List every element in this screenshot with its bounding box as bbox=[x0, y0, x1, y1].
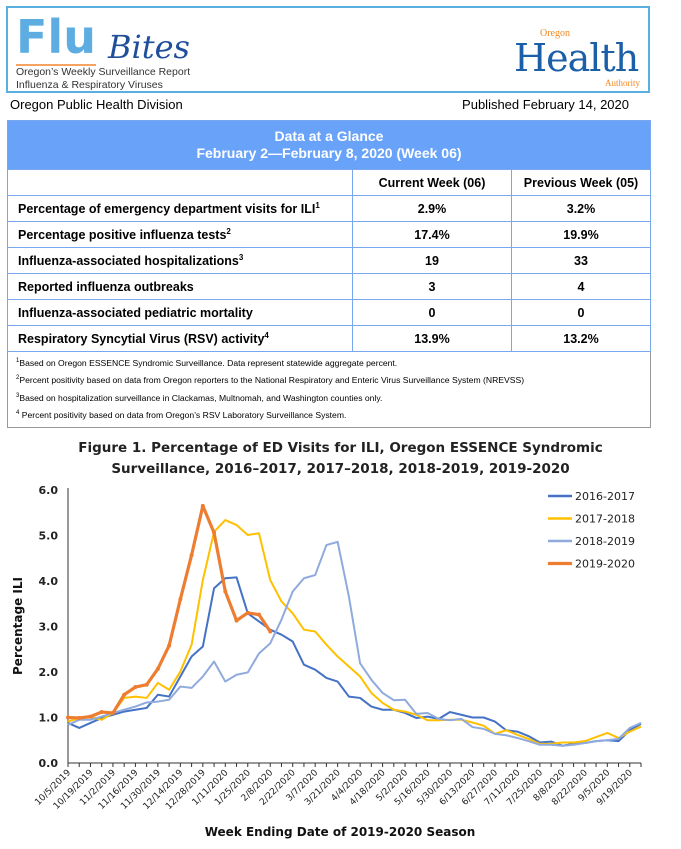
x-axis-label: Week Ending Date of 2019-2020 Season bbox=[205, 825, 476, 839]
y-tick-label: 3.0 bbox=[39, 621, 59, 634]
data-point bbox=[144, 682, 149, 687]
row-label: Reported influenza outbreaks bbox=[7, 273, 353, 300]
oha-logo-main: Health bbox=[514, 36, 639, 80]
flu-logo-word: Flu bbox=[16, 10, 96, 64]
data-point bbox=[88, 714, 93, 719]
y-tick-label: 4.0 bbox=[39, 575, 59, 588]
series-line-2018-2019 bbox=[67, 540, 642, 747]
row-label: Influenza-associated hospitalizations3 bbox=[7, 247, 353, 274]
column-header-current: Current Week (06) bbox=[352, 169, 512, 196]
current-week-value: 3 bbox=[352, 273, 512, 300]
oregon-health-authority-logo: Oregon Health Authority bbox=[514, 28, 640, 90]
bites-logo-word: Bites bbox=[108, 28, 190, 66]
data-point bbox=[167, 643, 172, 648]
footnote-ref: 1 bbox=[315, 200, 320, 210]
table-row: Influenza-associated pediatric mortality… bbox=[7, 299, 651, 326]
report-subtitle-2: Influenza & Respiratory Viruses bbox=[16, 79, 163, 91]
footnote: 1Based on Oregon ESSENCE Syndromic Surve… bbox=[16, 357, 398, 368]
legend-label: 2018-2019 bbox=[575, 535, 635, 548]
legend-label: 2016-2017 bbox=[575, 490, 635, 503]
series-line-2016-2017 bbox=[67, 576, 642, 747]
data-point bbox=[99, 710, 104, 715]
data-point bbox=[77, 715, 82, 720]
footnote: 4 Percent positivity based on data from … bbox=[16, 409, 347, 420]
data-point bbox=[245, 610, 250, 615]
column-header-previous: Previous Week (05) bbox=[511, 169, 651, 196]
data-point bbox=[133, 685, 138, 690]
y-tick-label: 2.0 bbox=[39, 666, 59, 679]
current-week-value: 13.9% bbox=[352, 325, 512, 352]
data-point bbox=[122, 692, 127, 697]
legend-label: 2017-2018 bbox=[575, 513, 635, 526]
current-week-value: 0 bbox=[352, 299, 512, 326]
published-date: Published February 14, 2020 bbox=[462, 97, 629, 112]
table-row: Reported influenza outbreaks 3 4 bbox=[7, 273, 651, 300]
data-point bbox=[234, 618, 239, 623]
data-point bbox=[200, 503, 205, 508]
footnote-ref: 2 bbox=[226, 226, 231, 236]
table-row: Percentage of emergency department visit… bbox=[7, 195, 651, 222]
table-header-row: Current Week (06) Previous Week (05) bbox=[7, 169, 651, 196]
data-point bbox=[178, 597, 183, 602]
series-line-2019-2020 bbox=[67, 504, 272, 720]
oha-logo-bottom: Authority bbox=[605, 78, 640, 88]
chart-title: Figure 1. Percentage of ED Visits for IL… bbox=[78, 440, 603, 477]
data-point bbox=[212, 530, 217, 535]
data-point bbox=[268, 629, 273, 634]
y-tick-label: 1.0 bbox=[39, 712, 59, 725]
glance-period: February 2—February 8, 2020 (Week 06) bbox=[196, 145, 462, 161]
data-point bbox=[189, 553, 194, 558]
y-tick-label: 6.0 bbox=[39, 484, 59, 497]
glance-section: Data at a Glance February 2—February 8, 2… bbox=[7, 120, 651, 429]
report-header: Flu Bites Oregon’s Weekly Surveillance R… bbox=[6, 6, 650, 93]
data-at-a-glance-table: Data at a Glance February 2—February 8, 2… bbox=[7, 120, 651, 352]
row-label: Respiratory Syncytial Virus (RSV) activi… bbox=[7, 325, 353, 352]
report-subtitle: Oregon’s Weekly Surveillance Report bbox=[16, 66, 191, 78]
oha-logo-top: Oregon bbox=[540, 28, 570, 39]
previous-week-value: 4 bbox=[511, 273, 651, 300]
data-point bbox=[257, 612, 261, 617]
footnote: 3Based on hospitalization surveillance i… bbox=[16, 392, 383, 403]
current-week-value: 17.4% bbox=[352, 221, 512, 248]
data-point bbox=[155, 666, 160, 671]
previous-week-value: 19.9% bbox=[511, 221, 651, 248]
y-axis-label: Percentage ILI bbox=[11, 577, 25, 675]
footnote-ref: 3 bbox=[238, 252, 244, 262]
footnotes: 1Based on Oregon ESSENCE Syndromic Surve… bbox=[7, 352, 651, 429]
logo-underline bbox=[16, 64, 96, 66]
footnote-ref: 4 bbox=[264, 330, 269, 340]
legend-label: 2019-2020 bbox=[575, 558, 635, 571]
y-tick-label: 5.0 bbox=[39, 530, 59, 543]
data-point bbox=[223, 589, 228, 594]
previous-week-value: 13.2% bbox=[511, 325, 651, 352]
table-row: Respiratory Syncytial Virus (RSV) activi… bbox=[7, 325, 651, 352]
y-tick-label: 0.0 bbox=[39, 757, 59, 770]
footnote: 2Percent positivity based on data from O… bbox=[16, 375, 525, 386]
division-name: Oregon Public Health Division bbox=[10, 97, 183, 112]
data-point bbox=[110, 710, 115, 715]
data-point bbox=[66, 715, 70, 720]
row-label: Influenza-associated pediatric mortality bbox=[7, 299, 353, 326]
